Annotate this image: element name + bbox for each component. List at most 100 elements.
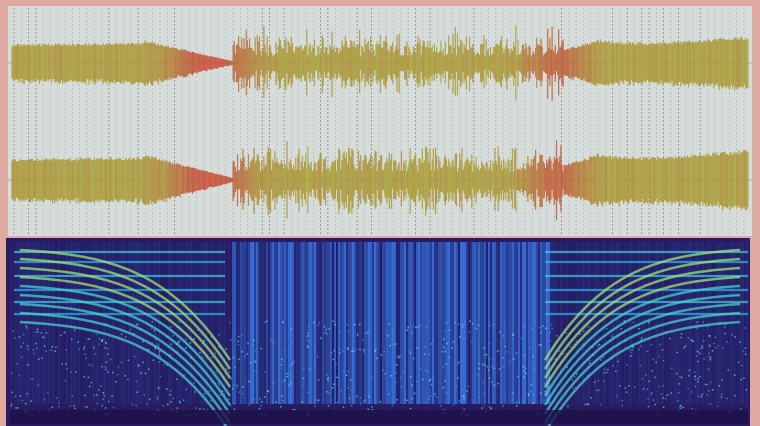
spectral-column [506, 242, 508, 404]
noise-speck [328, 392, 330, 395]
noise-speck [24, 403, 27, 405]
spectral-column [190, 242, 192, 404]
noise-speck [10, 404, 12, 407]
noise-speck [731, 333, 733, 336]
noise-speck [648, 380, 650, 382]
noise-speck [290, 328, 293, 331]
noise-speck [236, 386, 239, 388]
spectral-column [354, 242, 356, 404]
spectral-column [516, 242, 518, 404]
noise-speck [218, 334, 220, 336]
noise-speck [600, 403, 602, 406]
noise-speck [166, 364, 168, 366]
noise-speck [264, 396, 266, 398]
noise-speck [25, 325, 27, 327]
spectral-column [742, 242, 744, 404]
noise-speck [409, 350, 411, 353]
noise-speck [75, 371, 77, 373]
noise-speck [533, 368, 535, 371]
spectral-column [686, 242, 688, 404]
noise-speck [98, 389, 100, 391]
noise-speck [98, 343, 100, 346]
noise-speck [497, 382, 499, 385]
noise-speck [503, 335, 505, 337]
spectral-column [690, 242, 692, 404]
noise-speck [406, 399, 409, 402]
formant-sweep [543, 302, 741, 415]
noise-speck [252, 344, 255, 346]
spectral-column [654, 242, 656, 404]
spectral-column [678, 242, 680, 404]
noise-speck [690, 391, 693, 393]
noise-speck [547, 359, 549, 361]
noise-speck [201, 356, 204, 359]
spectral-column [82, 242, 84, 404]
noise-speck [105, 368, 107, 371]
noise-speck [170, 401, 172, 403]
spectral-column [712, 242, 714, 404]
noise-speck [600, 359, 602, 361]
noise-speck [502, 366, 505, 368]
noise-speck [650, 393, 653, 395]
noise-speck [91, 364, 93, 367]
noise-speck [208, 390, 211, 393]
noise-speck [708, 335, 711, 337]
noise-speck [254, 361, 257, 363]
noise-speck [540, 344, 542, 346]
noise-speck [96, 402, 98, 405]
noise-speck [571, 379, 574, 381]
noise-speck [78, 348, 80, 350]
noise-speck [275, 401, 277, 404]
spectral-column [60, 242, 62, 404]
noise-speck [702, 321, 705, 323]
noise-speck [70, 338, 73, 341]
noise-speck [707, 325, 709, 328]
noise-speck [506, 351, 508, 353]
noise-speck [133, 355, 136, 358]
spectral-column [274, 242, 276, 404]
noise-speck [338, 352, 341, 354]
spectral-column [296, 242, 298, 404]
noise-speck [314, 399, 317, 401]
noise-speck [346, 324, 348, 326]
noise-speck [543, 382, 546, 385]
formant-sweep [19, 320, 228, 426]
spectral-column [358, 242, 360, 404]
noise-speck [247, 342, 249, 344]
spectral-column [322, 242, 324, 404]
noise-speck [156, 343, 159, 346]
noise-speck [395, 343, 397, 345]
noise-speck [178, 320, 181, 323]
noise-speck [454, 321, 457, 324]
noise-speck [185, 388, 187, 391]
noise-speck [615, 394, 618, 397]
noise-speck [374, 343, 376, 345]
noise-speck [283, 380, 285, 382]
noise-speck [696, 350, 698, 353]
noise-speck [692, 340, 695, 343]
noise-speck [651, 370, 654, 372]
noise-speck [484, 354, 486, 356]
noise-speck [562, 352, 565, 355]
spectral-column [606, 242, 608, 404]
noise-speck [532, 402, 534, 404]
noise-speck [63, 331, 66, 334]
noise-speck [38, 358, 40, 360]
noise-speck [129, 328, 132, 331]
noise-speck [88, 385, 91, 388]
noise-speck [460, 332, 462, 334]
noise-speck [51, 346, 53, 348]
noise-speck [709, 403, 712, 405]
noise-speck [407, 326, 409, 329]
noise-speck [719, 322, 721, 324]
noise-speck [540, 392, 542, 394]
noise-speck [15, 407, 17, 409]
noise-speck [140, 347, 143, 349]
noise-speck [100, 340, 103, 342]
noise-speck [136, 391, 138, 393]
noise-speck [301, 385, 304, 387]
noise-speck [140, 328, 142, 330]
noise-speck [445, 363, 448, 365]
noise-speck [281, 321, 284, 324]
noise-speck [655, 361, 657, 364]
